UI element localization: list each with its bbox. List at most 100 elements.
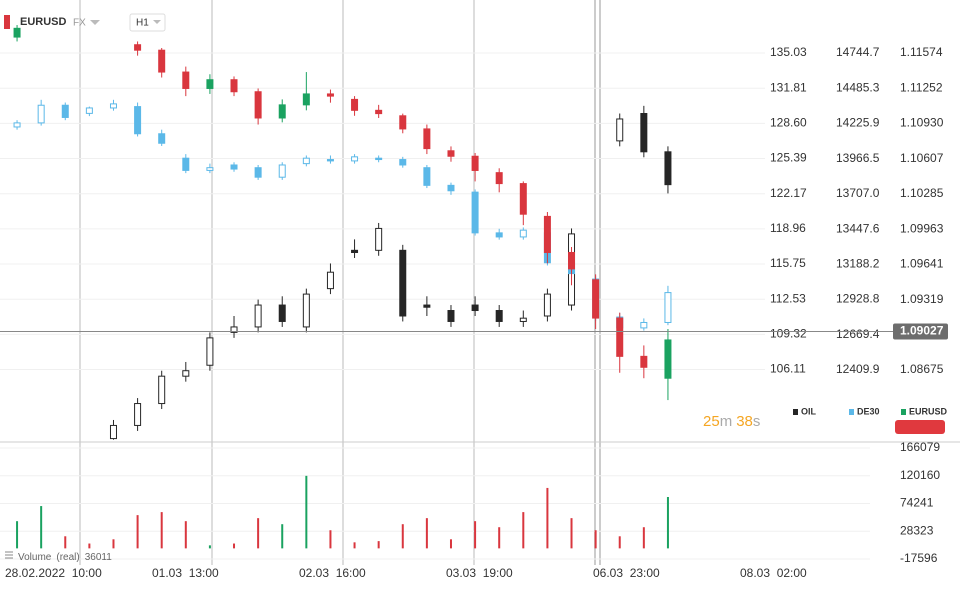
volume-plot (0, 447, 870, 560)
candle-body (375, 157, 383, 161)
y-tick-label: 1.10930 (900, 116, 944, 130)
y-tick-label: 120160 (900, 468, 940, 482)
x-tick-label: 02.03 16:00 (299, 566, 366, 580)
volume-bar (305, 475, 308, 549)
y-tick-label: 109.32 (770, 327, 807, 341)
volume-bar (184, 521, 187, 549)
candle-body (616, 317, 624, 357)
candle-body (158, 49, 166, 73)
candle-body (206, 79, 214, 89)
candle-body (230, 79, 238, 93)
candle-body (61, 104, 69, 118)
timeframe-dropdown[interactable] (153, 20, 161, 24)
legend-label: EURUSD (909, 406, 948, 416)
candle-body (471, 304, 479, 312)
last-price-label: 1.09027 (900, 324, 944, 338)
candle-body (543, 293, 551, 317)
candle-body (302, 93, 310, 106)
volume-bar (64, 536, 67, 549)
minutes-unit: m (720, 413, 733, 430)
volume-bar (425, 518, 428, 549)
x-tick-label: 28.02.2022 10:00 (5, 566, 102, 580)
candle-body (351, 156, 359, 162)
volume-bar (594, 530, 597, 549)
candle-body (158, 133, 166, 144)
volume-bar (329, 530, 332, 549)
candle-body (519, 183, 527, 215)
candle-body (519, 317, 527, 322)
volume-bar (257, 518, 260, 549)
candle-body (447, 310, 455, 322)
candle-body (351, 98, 359, 111)
volume-bar (160, 512, 163, 549)
volume-bar (618, 536, 621, 549)
candle-body (37, 104, 45, 124)
candle-body (640, 321, 648, 329)
volume-bar (666, 496, 669, 549)
y-tick-label: 106.11 (770, 362, 806, 376)
volume-bar (112, 539, 115, 549)
y-tick-label: 1.08675 (900, 362, 944, 376)
candle-body (134, 44, 142, 51)
y-tick-label: 28323 (900, 523, 934, 537)
candle-body (447, 150, 455, 157)
candle-body (664, 292, 672, 323)
last-price-badge (893, 323, 948, 340)
legend-label: OIL (801, 406, 817, 416)
y-tick-label: 1.09963 (900, 221, 944, 235)
candle-body (158, 375, 166, 405)
y-tick-label: 115.75 (770, 256, 806, 270)
candle-body (399, 115, 407, 130)
symbol[interactable]: EURUSD (20, 16, 67, 28)
volume-mode: (real) (56, 552, 79, 563)
symbol-dropdown[interactable] (90, 20, 100, 25)
y-tick-label: 14744.7 (836, 45, 880, 59)
candle-body (206, 337, 214, 366)
y-tick-label: 13188.2 (836, 257, 880, 271)
y-tick-label: 1.09319 (900, 292, 944, 306)
menu-icon[interactable] (5, 551, 13, 559)
y-tick-label: -17596 (900, 551, 938, 565)
volume-bar (377, 541, 380, 549)
volume-bar (401, 524, 404, 549)
candle-body (302, 293, 310, 328)
timeframe-box[interactable] (129, 13, 166, 32)
candle-body (351, 249, 359, 254)
candle-body (495, 232, 503, 238)
y-tick-label: 14225.9 (836, 116, 880, 130)
volume-bar (449, 539, 452, 549)
volume-bar (546, 487, 549, 549)
candle-body (640, 355, 648, 368)
volume-last: 36011 (85, 552, 113, 563)
candle-body (13, 27, 21, 38)
y-tick-label: 1.10607 (900, 151, 944, 165)
timeframe[interactable]: H1 (136, 18, 149, 29)
volume-bar (498, 527, 501, 549)
trade-button[interactable] (895, 420, 945, 434)
candle-body (134, 106, 142, 135)
candle-body (85, 107, 93, 114)
y-tick-label: 118.96 (770, 221, 806, 235)
volume-bar (281, 524, 284, 549)
candle-body (109, 103, 117, 109)
candle-body (182, 370, 190, 377)
y-tick-label: 122.17 (770, 186, 807, 200)
candle-body (640, 113, 648, 153)
y-tick-label: 131.81 (770, 80, 807, 94)
candle-body (447, 184, 455, 192)
candle-body (399, 159, 407, 166)
volume-title: Volume (18, 552, 52, 563)
volume-bar (570, 518, 573, 549)
x-tick-label: 08.03 02:00 (740, 566, 807, 580)
y-tick-label: 13966.5 (836, 151, 880, 165)
volume-bar (353, 542, 356, 549)
minutes: 25 (703, 413, 720, 430)
candle-body (109, 424, 117, 440)
y-tick-label: 125.39 (770, 151, 807, 165)
candle-body (495, 172, 503, 185)
candle-body (592, 279, 600, 319)
candle-body (423, 167, 431, 186)
x-tick-label: 01.03 13:00 (152, 566, 219, 580)
candle-body (423, 128, 431, 150)
